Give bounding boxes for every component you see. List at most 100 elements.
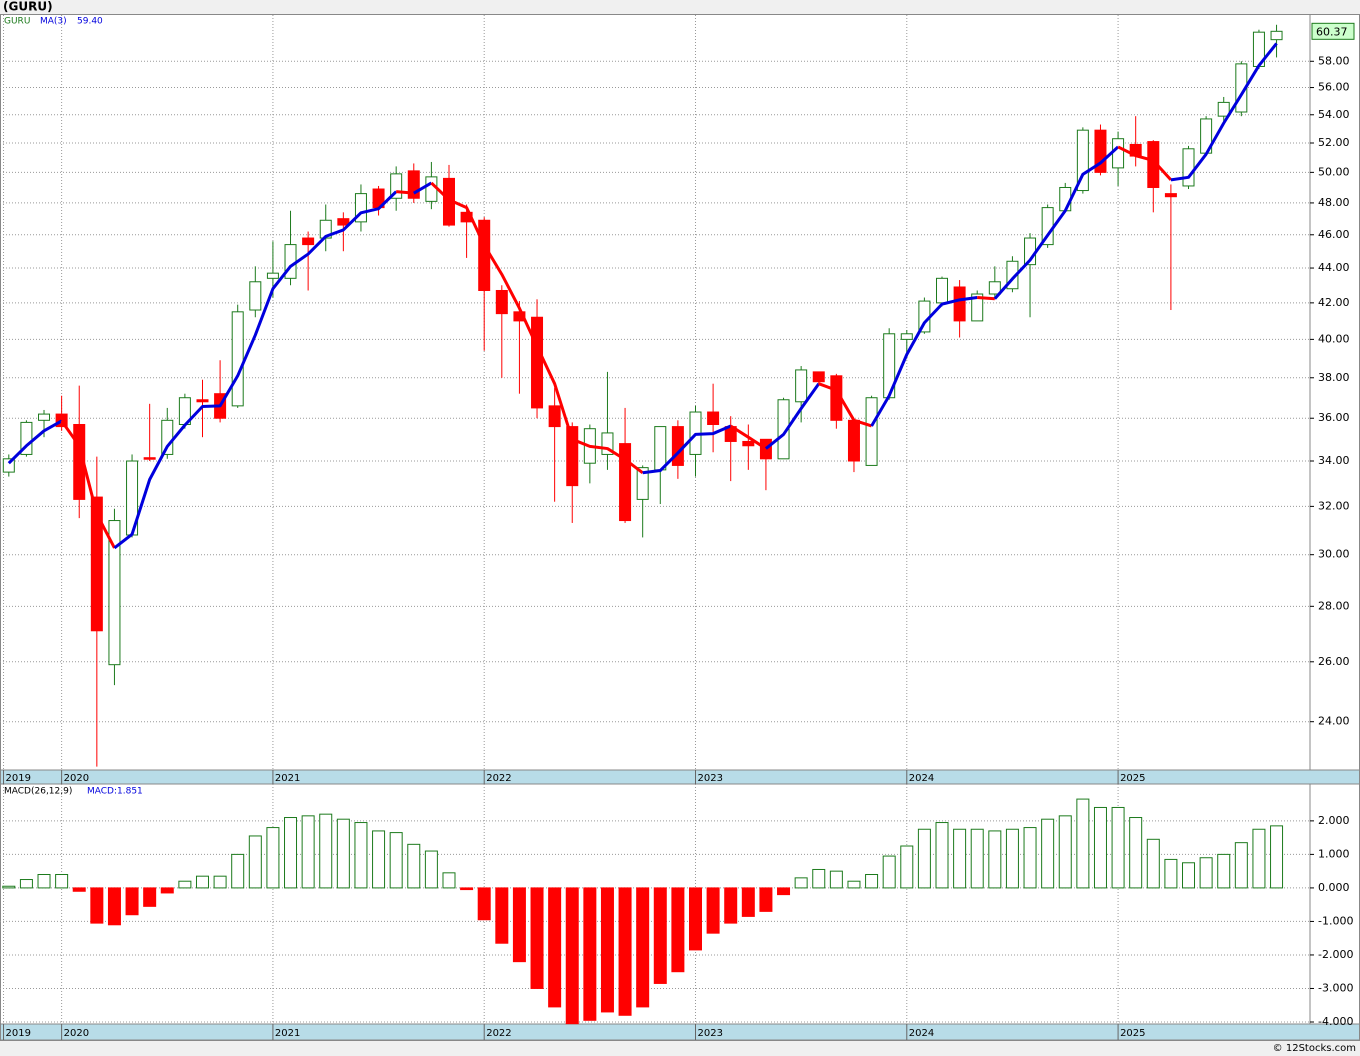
- macd-bar: [1076, 798, 1090, 889]
- candle-body: [1094, 129, 1107, 173]
- macd-bar: [618, 887, 632, 1016]
- macd-bar: [213, 875, 227, 889]
- y-tick-label: 42.00: [1318, 296, 1350, 309]
- y-tick-label: 56.00: [1318, 81, 1350, 94]
- y-tick-label: 1.000: [1318, 847, 1350, 860]
- macd-bar: [953, 828, 967, 889]
- macd-bar: [442, 872, 456, 889]
- macd-bar: [248, 835, 262, 889]
- macd-bar: [706, 887, 720, 934]
- candle-body: [900, 333, 913, 340]
- macd-bar: [759, 887, 773, 912]
- x-tick-label: 2020: [64, 1028, 89, 1039]
- macd-bar: [477, 887, 491, 921]
- macd-bar: [847, 880, 861, 889]
- y-tick-label: 28.00: [1318, 599, 1350, 612]
- candle-body: [478, 219, 491, 291]
- macd-bar: [565, 887, 579, 1025]
- candle-body: [742, 440, 755, 447]
- ma-line: [764, 382, 820, 450]
- candle-body: [636, 467, 649, 500]
- macd-bar: [266, 827, 280, 889]
- macd-bar: [512, 887, 526, 963]
- y-tick-label: 40.00: [1318, 332, 1350, 345]
- candle-body: [266, 272, 279, 279]
- candle-body: [2, 458, 15, 473]
- macd-bar: [794, 877, 808, 889]
- candle-body: [38, 413, 51, 421]
- macd-bar: [55, 874, 69, 889]
- macd-bar: [1199, 857, 1213, 889]
- macd-bar: [372, 830, 386, 889]
- ma-line: [7, 419, 63, 465]
- ma-line: [396, 190, 414, 195]
- macd-bar: [935, 822, 949, 889]
- y-tick-label: 58.00: [1318, 54, 1350, 67]
- y-tick-label: 0.000: [1318, 881, 1350, 894]
- candle-body: [337, 218, 350, 226]
- macd-bar: [107, 887, 121, 926]
- macd-bar: [1005, 828, 1019, 889]
- macd-bar: [2, 885, 16, 889]
- candle-body: [20, 421, 33, 455]
- candle-body: [407, 170, 420, 199]
- y-tick-label: -3.000: [1318, 981, 1353, 994]
- year-strip: [0, 769, 1360, 785]
- candle-body: [513, 311, 526, 322]
- x-tick-label: 2022: [486, 773, 511, 784]
- candle-body: [548, 405, 561, 428]
- macd-bar: [829, 870, 843, 889]
- ma-line: [870, 296, 978, 427]
- macd-bar: [882, 855, 896, 889]
- candle-body: [249, 281, 262, 311]
- y-tick-label: 34.00: [1318, 454, 1350, 467]
- y-tick-label: -2.000: [1318, 948, 1353, 961]
- candle-body: [1059, 186, 1072, 212]
- candle-body: [390, 173, 403, 199]
- macd-bar: [125, 887, 139, 916]
- candle-body: [1076, 129, 1089, 192]
- y-tick-label: 54.00: [1318, 108, 1350, 121]
- macd-bar: [19, 879, 33, 889]
- y-tick-label: -4.000: [1318, 1015, 1353, 1028]
- candle-body: [302, 237, 315, 246]
- candle-body: [108, 520, 121, 666]
- macd-bar: [195, 875, 209, 889]
- ma-line: [430, 181, 644, 474]
- ma-line: [60, 420, 116, 549]
- macd-bar: [636, 887, 650, 1008]
- ma-value: 59.40: [77, 17, 103, 27]
- candle-body: [55, 413, 68, 428]
- macd-bar: [917, 828, 931, 889]
- macd-bar: [1252, 828, 1266, 889]
- x-tick-label: 2019: [6, 1028, 31, 1039]
- macd-bar: [900, 845, 914, 889]
- candle-body: [654, 426, 667, 471]
- macd-bar: [1217, 853, 1231, 889]
- macd-bar: [389, 832, 403, 889]
- candle-body: [425, 176, 438, 202]
- macd-bar: [653, 887, 667, 984]
- candle-body: [795, 369, 808, 403]
- last-price-box: [1311, 22, 1355, 40]
- candle-body: [777, 399, 790, 460]
- chart-title: (GURU): [3, 0, 53, 14]
- candle-body: [196, 399, 209, 403]
- candle-body: [971, 293, 984, 322]
- macd-bar: [160, 887, 174, 894]
- candle-body: [566, 426, 579, 487]
- candle-body: [759, 438, 772, 460]
- macd-bar: [354, 822, 368, 889]
- ma-line: [1170, 42, 1278, 182]
- y-tick-label: 52.00: [1318, 136, 1350, 149]
- y-tick-label: 38.00: [1318, 371, 1350, 384]
- macd-bar: [1111, 806, 1125, 889]
- macd-bar: [741, 887, 755, 917]
- candle-body: [671, 426, 684, 466]
- ma-line: [1117, 145, 1173, 181]
- macd-bar: [37, 874, 51, 889]
- macd-bar: [1093, 806, 1107, 889]
- x-tick-label: 2021: [275, 1028, 300, 1039]
- ma-line: [993, 145, 1120, 300]
- y-tick-label: 2.000: [1318, 814, 1350, 827]
